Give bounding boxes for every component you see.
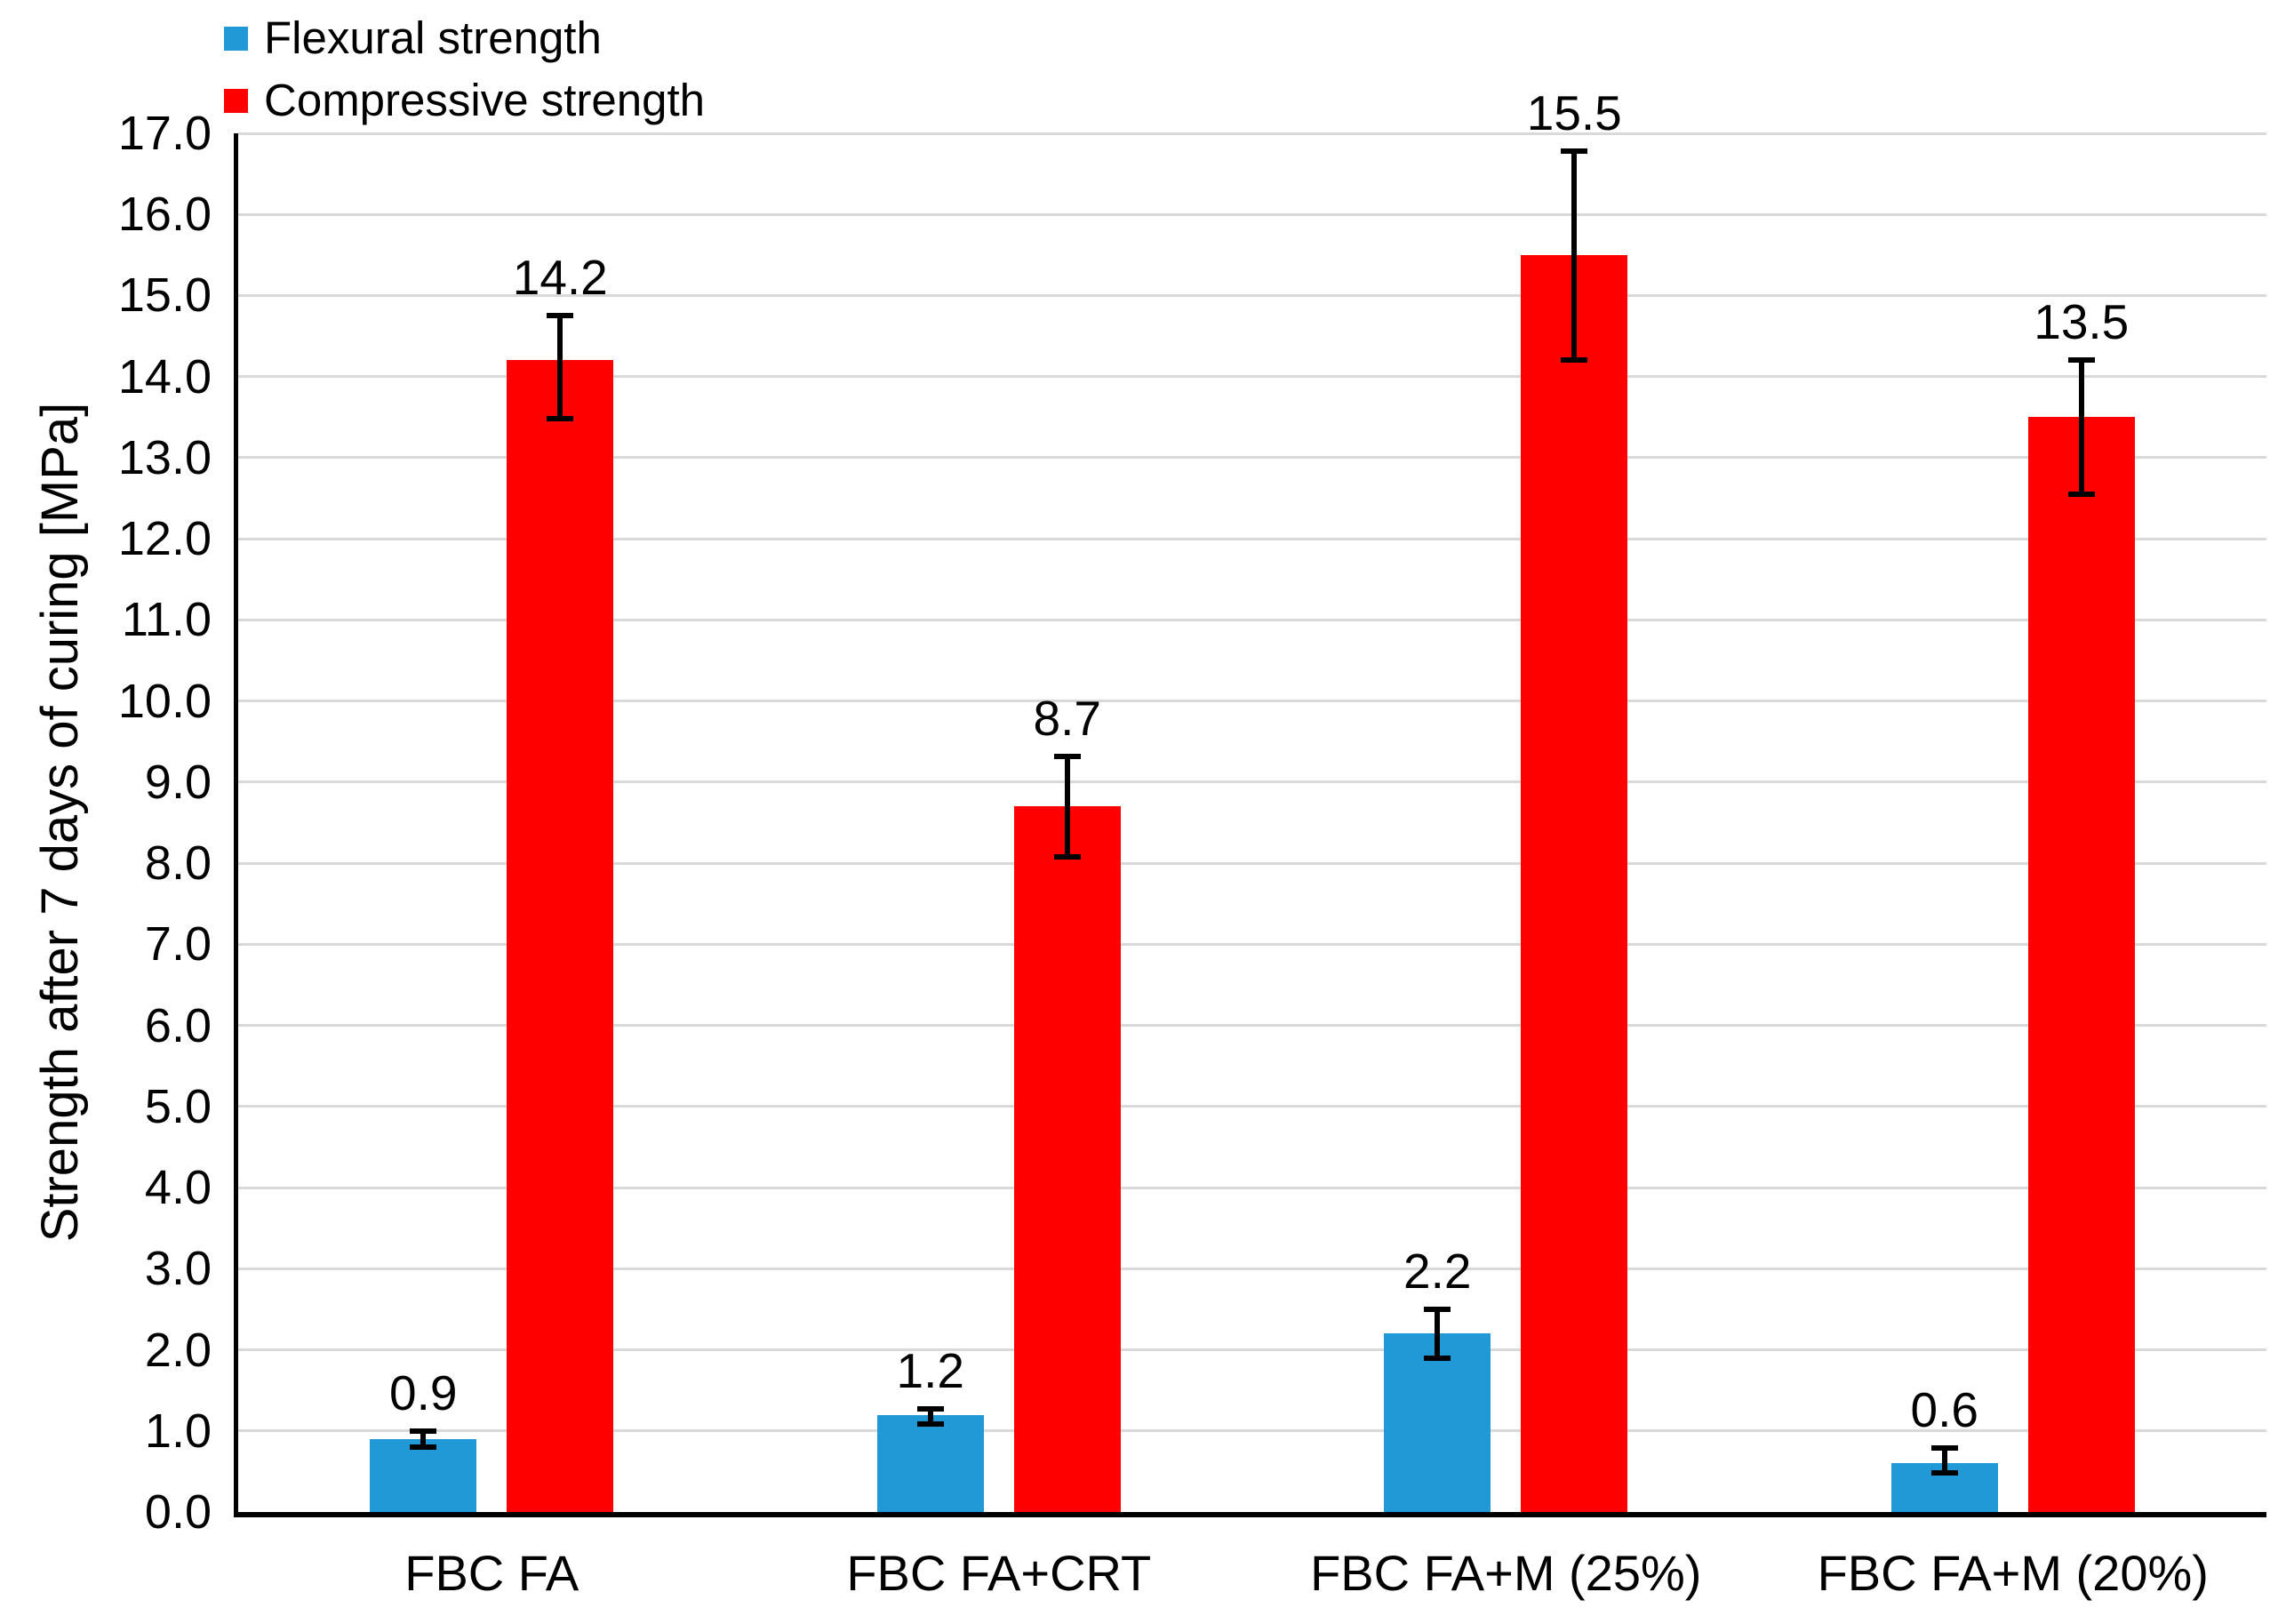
bar-flexural-strength: [876, 1414, 984, 1512]
y-tick-label: 15.0: [117, 268, 212, 323]
legend-swatch-flexural: [224, 26, 248, 51]
y-tick-label: 2.0: [144, 1323, 212, 1377]
error-bar-cap-bottom: [1053, 853, 1081, 860]
bar-data-label: 0.9: [389, 1364, 458, 1420]
legend-item: Flexural strength: [224, 12, 705, 64]
y-tick-label: 5.0: [144, 1079, 212, 1133]
x-axis-line: [234, 1512, 2266, 1517]
legend-swatch-compressive: [224, 88, 248, 113]
error-bar-line: [927, 1409, 933, 1425]
x-category-label: FBC FA+M (25%): [1310, 1545, 1702, 1601]
error-bar-cap-top: [410, 1428, 437, 1434]
error-bar-cap-top: [1930, 1444, 1958, 1451]
error-bar-line: [420, 1430, 427, 1447]
bar-data-label: 15.5: [1526, 85, 1622, 141]
bar-data-label: 1.2: [896, 1343, 964, 1399]
legend: Flexural strength Compressive strength: [224, 12, 705, 137]
bar-flexural-strength: [1384, 1333, 1491, 1512]
error-bar-cap-bottom: [916, 1421, 944, 1428]
gridline: [238, 618, 2266, 621]
error-bar-cap-bottom: [1561, 357, 1588, 364]
gridline: [238, 375, 2266, 379]
y-tick-label: 14.0: [117, 349, 212, 404]
error-bar-cap-top: [1424, 1306, 1451, 1312]
gridline: [238, 212, 2266, 216]
bar-compressive-strength: [1013, 806, 1121, 1512]
legend-label: Compressive strength: [264, 75, 706, 125]
gridline: [238, 1267, 2266, 1270]
error-bar-cap-top: [547, 313, 574, 319]
bar-compressive-strength: [507, 360, 614, 1512]
error-bar-cap-bottom: [2067, 491, 2095, 497]
error-bar-cap-top: [1561, 148, 1588, 155]
y-tick-label: 9.0: [144, 755, 212, 809]
y-tick-label: 16.0: [117, 188, 212, 242]
y-tick-label: 0.0: [144, 1485, 212, 1539]
error-bar-cap-bottom: [547, 416, 574, 422]
legend-label: Flexural strength: [264, 12, 602, 63]
error-bar-cap-top: [2067, 357, 2095, 364]
gridline: [238, 293, 2266, 297]
gridline: [238, 132, 2266, 135]
y-tick-label: 13.0: [117, 430, 212, 484]
error-bar-line: [1435, 1308, 1441, 1358]
bar-data-label: 14.2: [512, 250, 608, 306]
gridline: [238, 1105, 2266, 1108]
gridline: [238, 456, 2266, 460]
error-bar-line: [557, 316, 564, 420]
y-axis-line: [234, 133, 238, 1512]
y-tick-label: 17.0: [117, 107, 212, 160]
error-bar-cap-top: [916, 1406, 944, 1412]
x-category-label: FBC FA+M (20%): [1817, 1545, 2209, 1601]
gridline: [238, 1024, 2266, 1028]
gridline: [238, 700, 2266, 703]
y-tick-label: 1.0: [144, 1404, 212, 1458]
gridline: [238, 1429, 2266, 1433]
y-tick-label: 4.0: [144, 1161, 212, 1215]
y-tick-label: 7.0: [144, 917, 212, 972]
x-category-label: FBC FA+CRT: [846, 1545, 1152, 1601]
bar-compressive-strength: [1521, 254, 1628, 1512]
y-tick-label: 3.0: [144, 1242, 212, 1296]
bar-compressive-strength: [2027, 417, 2135, 1512]
y-tick-label: 10.0: [117, 674, 212, 728]
gridline: [238, 942, 2266, 946]
error-bar-line: [1941, 1447, 1947, 1474]
bar-data-label: 13.5: [2034, 294, 2130, 350]
gridline: [238, 861, 2266, 865]
error-bar-line: [1571, 151, 1578, 361]
bar-flexural-strength: [370, 1438, 477, 1512]
error-bar-cap-bottom: [1930, 1470, 1958, 1476]
error-bar-line: [1064, 756, 1070, 857]
error-bar-cap-bottom: [1424, 1355, 1451, 1361]
y-tick-label: 12.0: [117, 512, 212, 566]
gridline: [238, 1348, 2266, 1352]
y-tick-label: 11.0: [121, 593, 212, 647]
gridline: [238, 780, 2266, 784]
error-bar-line: [2078, 360, 2084, 494]
x-category-label: FBC FA: [404, 1545, 579, 1601]
error-bar-cap-top: [1053, 753, 1081, 759]
legend-item: Compressive strength: [224, 75, 705, 126]
bar-data-label: 0.6: [1910, 1381, 1978, 1437]
error-bar-cap-bottom: [410, 1444, 437, 1450]
bar-data-label: 2.2: [1403, 1243, 1472, 1299]
y-tick-label: 8.0: [144, 836, 212, 891]
bar-data-label: 8.7: [1033, 690, 1101, 746]
y-tick-label: 6.0: [144, 998, 212, 1052]
gridline: [238, 1186, 2266, 1189]
gridline: [238, 537, 2266, 540]
